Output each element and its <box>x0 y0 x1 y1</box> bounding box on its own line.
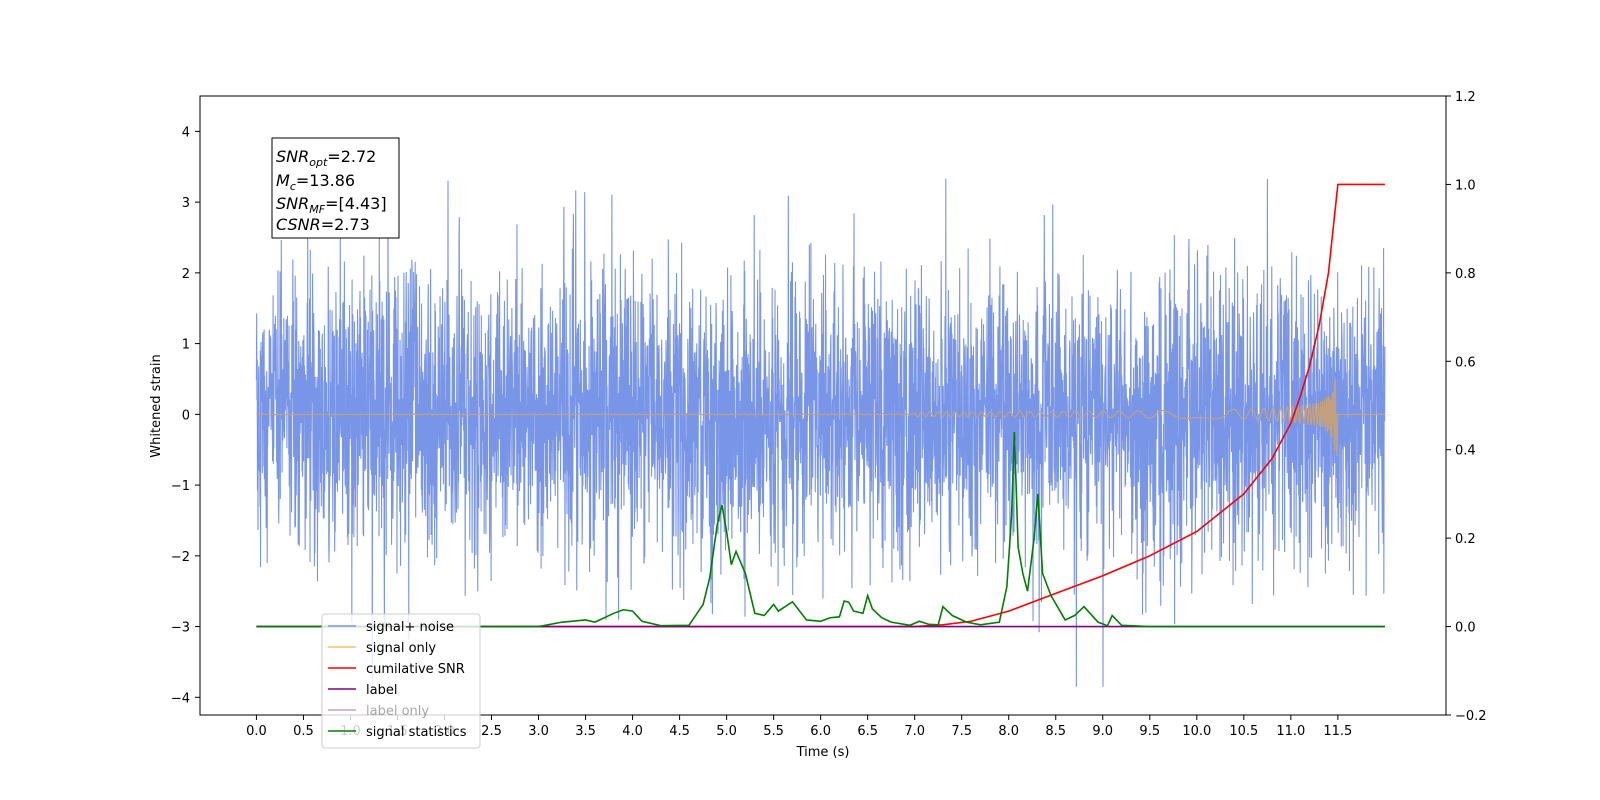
x-tick-label: 6.5 <box>857 724 878 739</box>
y-tick-label: −2 <box>171 550 190 565</box>
mc-text: Mc=13.86 <box>276 171 355 193</box>
x-tick-label: 6.0 <box>810 724 831 739</box>
y2-tick-label: 0.2 <box>1455 532 1476 547</box>
csnr-text: CSNR=2.73 <box>276 215 370 234</box>
y2-tick-label: 0.4 <box>1455 444 1476 459</box>
y2-tick-label: 1.2 <box>1455 90 1476 105</box>
x-tick-label: 8.5 <box>1045 724 1066 739</box>
legend-box <box>321 613 481 749</box>
x-tick-label: 10.5 <box>1229 724 1258 739</box>
legend-label: label <box>366 683 397 698</box>
y-axis-title: Whitened strain <box>149 354 164 457</box>
legend-label: signal+ noise <box>366 620 454 635</box>
snr-opt-text: SNRopt=2.72 <box>276 147 376 169</box>
x-tick-label: 5.5 <box>763 724 784 739</box>
x-tick-label: 2.5 <box>481 724 502 739</box>
series-line-signal-statistics <box>256 432 1385 628</box>
x-tick-label: 3.5 <box>575 724 596 739</box>
legend-label: cumilative SNR <box>366 662 465 677</box>
stats-annotation-box: SNRopt=2.72 Mc=13.86 SNRMF=[4.43] CSNR=2… <box>271 137 400 239</box>
legend-label: signal statistics <box>366 725 467 740</box>
series-line-cumilative-snr <box>256 183 1385 628</box>
x-tick-label: 4.5 <box>669 724 690 739</box>
y-tick-label: −1 <box>171 479 190 494</box>
y-tick-label: 3 <box>182 196 190 211</box>
x-tick-label: 10.0 <box>1182 724 1211 739</box>
x-tick-label: 8.0 <box>998 724 1019 739</box>
y2-tick-label: 1.0 <box>1455 178 1476 193</box>
x-tick-label: 7.5 <box>951 724 972 739</box>
y-tick-label: 1 <box>182 338 190 353</box>
y-tick-label: −3 <box>171 621 190 636</box>
series-line-signal-noise <box>255 178 1386 687</box>
x-tick-label: 9.5 <box>1139 724 1160 739</box>
x-tick-label: 3.0 <box>528 724 549 739</box>
x-tick-label: 11.0 <box>1276 724 1305 739</box>
plot-frame <box>199 95 1447 716</box>
y2-tick-label: 0.0 <box>1455 621 1476 636</box>
y2-tick-label: −0.2 <box>1455 709 1487 724</box>
y2-tick-label: 0.6 <box>1455 355 1476 370</box>
x-tick-label: 9.0 <box>1092 724 1113 739</box>
legend-label: label only <box>366 704 429 719</box>
snr-mf-text: SNRMF=[4.43] <box>276 194 387 216</box>
x-tick-label: 4.0 <box>622 724 643 739</box>
x-tick-label: 5.0 <box>716 724 737 739</box>
y-tick-label: 0 <box>182 408 190 423</box>
y-tick-label: 2 <box>182 267 190 282</box>
x-tick-label: 7.0 <box>904 724 925 739</box>
y-tick-label: −4 <box>171 691 190 706</box>
series-line-signal-only <box>256 377 1385 457</box>
y-tick-label: 4 <box>182 125 190 140</box>
x-tick-label: 0.0 <box>246 724 267 739</box>
legend-label: signal only <box>366 641 436 656</box>
x-tick-label: 0.5 <box>293 724 314 739</box>
y2-tick-label: 0.8 <box>1455 267 1476 282</box>
plot-area <box>255 178 1386 687</box>
legend: signal+ noise signal only cumilative SNR la… <box>321 613 481 749</box>
x-tick-label: 11.5 <box>1323 724 1352 739</box>
x-axis-title: Time (s) <box>796 745 850 760</box>
